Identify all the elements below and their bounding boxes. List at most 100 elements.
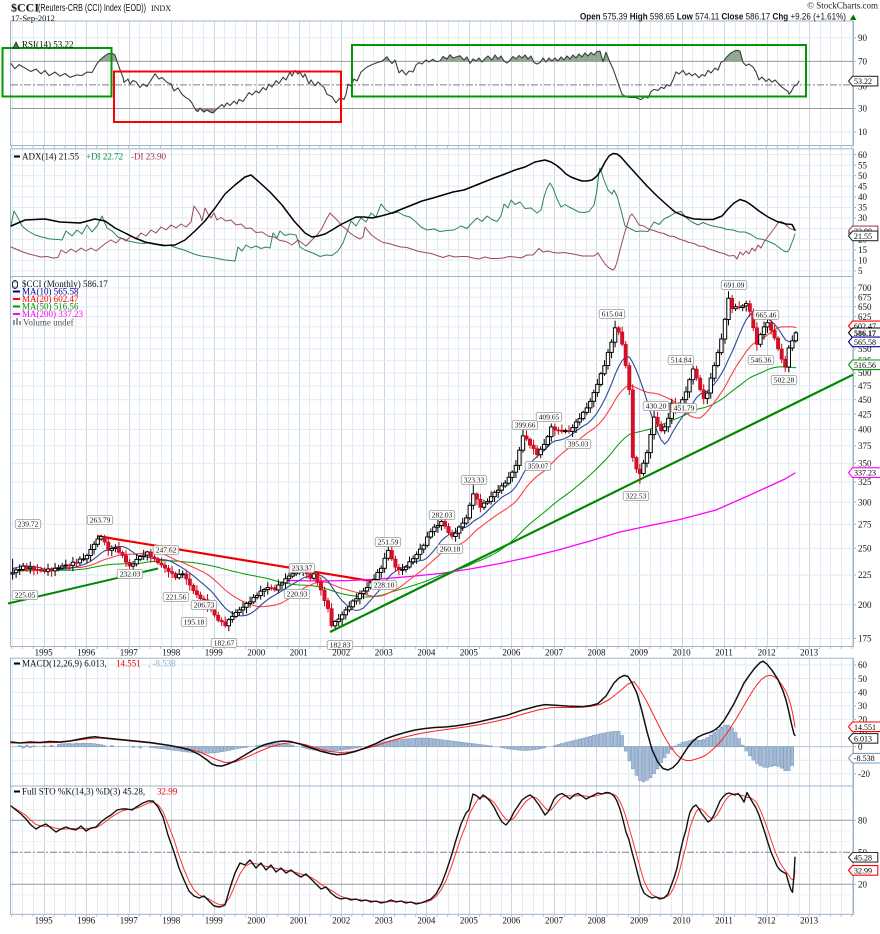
svg-text:45.28: 45.28 [854,853,872,862]
svg-text:232.03: 232.03 [120,570,141,579]
svg-text:586.17: 586.17 [854,329,876,338]
svg-text:228.10: 228.10 [374,581,395,590]
svg-text:275: 275 [858,519,872,529]
svg-text:1998: 1998 [162,648,181,658]
svg-text:50: 50 [858,674,868,684]
svg-text:206.73: 206.73 [194,601,215,610]
svg-text:2004: 2004 [417,916,436,926]
svg-text:14.551: 14.551 [854,723,876,732]
svg-text:516.56: 516.56 [854,361,876,370]
svg-text:430.20: 430.20 [646,402,667,411]
svg-text:-20: -20 [858,769,870,779]
svg-text:451.79: 451.79 [674,404,695,413]
svg-text:1997: 1997 [120,916,139,926]
svg-text:40: 40 [858,192,868,202]
svg-text:1995: 1995 [35,648,54,658]
svg-text:20: 20 [858,880,868,890]
svg-text:-8.538: -8.538 [854,754,875,763]
svg-text:2008: 2008 [588,648,607,658]
svg-text:1997: 1997 [120,648,139,658]
svg-text:350: 350 [858,458,872,468]
svg-text:70: 70 [858,57,868,67]
svg-text:MACD(12,26,9) 6.013,: MACD(12,26,9) 6.013, [22,659,107,669]
svg-text:21.55: 21.55 [854,232,872,241]
svg-text:195.18: 195.18 [184,618,205,627]
svg-text:45: 45 [858,182,868,192]
svg-text:2001: 2001 [290,916,308,926]
svg-text:30: 30 [858,701,868,711]
svg-text:2001: 2001 [290,648,308,658]
svg-text:5: 5 [858,266,863,276]
svg-text:325: 325 [858,477,872,487]
svg-text:337.23: 337.23 [854,469,876,478]
svg-text:675: 675 [858,292,872,302]
svg-text:323.33: 323.33 [464,476,485,485]
svg-text:400: 400 [858,425,872,435]
svg-text:2006: 2006 [502,916,521,926]
svg-text:35: 35 [858,203,868,213]
svg-text:247.62: 247.62 [156,546,177,555]
svg-text:1996: 1996 [77,916,96,926]
svg-text:225.05: 225.05 [15,591,36,600]
svg-text:6.013: 6.013 [854,734,872,743]
svg-text:691.09: 691.09 [724,281,745,290]
svg-text:359.07: 359.07 [528,462,549,471]
svg-text:2005: 2005 [460,648,479,658]
svg-text:2002: 2002 [332,648,350,658]
svg-text:2009: 2009 [630,916,649,926]
svg-text:2011: 2011 [715,916,733,926]
svg-text:2002: 2002 [332,916,350,926]
svg-text:233.37: 233.37 [292,564,313,573]
svg-text:546.36: 546.36 [751,356,772,365]
svg-text:1996: 1996 [77,648,96,658]
svg-text:225: 225 [858,570,872,580]
svg-text:2008: 2008 [588,916,607,926]
svg-text:239.72: 239.72 [18,520,39,529]
svg-text:182.67: 182.67 [214,639,235,648]
svg-text:220.93: 220.93 [287,590,308,599]
svg-text:Volume undef: Volume undef [23,318,74,328]
svg-text:10: 10 [858,127,868,137]
svg-text:50: 50 [858,171,868,181]
svg-text:1995: 1995 [35,916,54,926]
svg-text:425: 425 [858,409,872,419]
svg-text:80: 80 [858,816,868,826]
svg-text:2005: 2005 [460,916,479,926]
svg-text:395.03: 395.03 [568,440,589,449]
svg-text:53.22: 53.22 [854,77,872,86]
svg-text:615.04: 615.04 [602,310,623,319]
svg-text:30: 30 [858,104,868,114]
svg-text:2010: 2010 [673,648,692,658]
svg-text:60: 60 [858,660,868,670]
svg-text:32.99: 32.99 [854,866,872,875]
svg-text:250: 250 [858,544,872,554]
svg-text:200: 200 [858,600,872,610]
svg-text:30: 30 [858,213,868,223]
svg-text:260.18: 260.18 [440,545,461,554]
svg-text:17-Sep-2012: 17-Sep-2012 [11,13,55,23]
svg-text:2000: 2000 [247,648,266,658]
svg-text:2003: 2003 [375,648,394,658]
svg-text:2011: 2011 [715,648,733,658]
svg-text:650: 650 [858,302,872,312]
svg-text:2006: 2006 [502,648,521,658]
svg-text:2012: 2012 [758,648,776,658]
svg-text:Open 575.39 High 598.65 Low 57: Open 575.39 High 598.65 Low 574.11 Close… [580,12,846,22]
svg-text:399.66: 399.66 [515,421,536,430]
svg-text:263.79: 263.79 [90,516,111,525]
svg-text:, -8.538: , -8.538 [148,659,176,669]
svg-text:502.28: 502.28 [774,376,795,385]
svg-text:625: 625 [858,312,872,322]
svg-text:2000: 2000 [247,916,266,926]
svg-text:2013: 2013 [800,648,819,658]
svg-text:90: 90 [858,33,868,43]
svg-text:RSI(14) 53.22: RSI(14) 53.22 [22,40,74,50]
svg-text:2009: 2009 [630,648,649,658]
svg-text:322.53: 322.53 [626,492,647,501]
svg-text:+DI 22.72: +DI 22.72 [86,152,123,162]
svg-text:251.59: 251.59 [378,538,399,547]
svg-text:2007: 2007 [545,648,564,658]
svg-text:282.03: 282.03 [432,511,453,520]
svg-text:10: 10 [858,256,868,266]
svg-text:2004: 2004 [417,648,436,658]
